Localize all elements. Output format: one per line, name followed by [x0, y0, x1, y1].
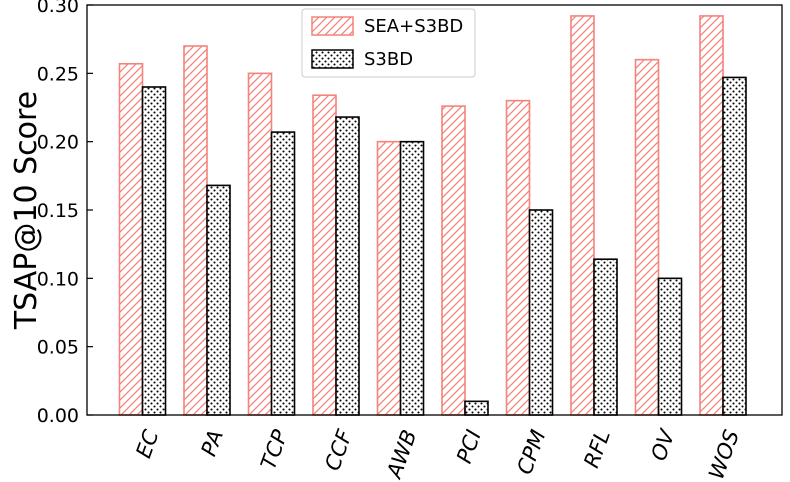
y-axis-title: TSAP@10 Score — [9, 91, 44, 330]
bar-s3bd-pci — [464, 400, 489, 416]
legend-label-sea-s3bd: SEA+S3BD — [364, 16, 463, 37]
bar-sea-s3bd-ec — [118, 62, 144, 416]
bar-sea-s3bd-pci — [441, 105, 466, 416]
legend-label-s3bd: S3BD — [364, 49, 413, 70]
x-tick-label-wos: WOS — [704, 427, 744, 482]
bar-s3bd-pa — [206, 184, 231, 416]
legend: SEA+S3BD S3BD — [301, 8, 476, 78]
bar-sea-s3bd-awb — [376, 140, 402, 416]
x-tick-label-pa: PA — [197, 427, 228, 460]
x-tick-label-ov: OV — [646, 425, 680, 464]
y-tick-label: 0.05 — [37, 337, 79, 359]
x-tick-label-cpm: CPM — [512, 427, 550, 478]
bar-s3bd-wos — [722, 76, 747, 416]
y-tick-label: 0.20 — [37, 132, 79, 154]
y-tick-label: 0.15 — [37, 200, 79, 222]
bar-s3bd-cpm — [528, 209, 554, 416]
y-axis-ticks: 0.00 0.05 0.10 0.15 0.20 0.25 0.30 — [37, 0, 93, 427]
x-axis-ticks: EC PA TCP CCF AWB PCI CPM RFL OV WOS — [131, 409, 744, 482]
y-tick-label: 0.00 — [37, 405, 79, 427]
legend-swatch-s3bd — [311, 49, 354, 69]
bar-sea-s3bd-rfl — [570, 15, 595, 416]
bar-sea-s3bd-wos — [699, 15, 724, 416]
bar-sea-s3bd-ccf — [312, 94, 337, 416]
x-tick-label-ccf: CCF — [320, 426, 357, 474]
plot-frame — [86, 4, 783, 416]
bar-sea-s3bd-ov — [634, 58, 660, 416]
bar-s3bd-ccf — [335, 116, 360, 416]
bars-group — [118, 15, 747, 416]
bar-s3bd-ec — [141, 86, 167, 416]
x-tick-label-pci: PCI — [452, 427, 486, 467]
x-tick-label-ec: EC — [131, 426, 163, 461]
bar-s3bd-ov — [657, 277, 683, 416]
y-tick-label: 0.30 — [37, 0, 79, 17]
y-tick-label: 0.25 — [37, 63, 79, 85]
bar-s3bd-rfl — [593, 258, 618, 416]
bar-sea-s3bd-tcp — [247, 72, 273, 416]
x-tick-label-tcp: TCP — [256, 426, 292, 472]
x-tick-label-rfl: RFL — [579, 427, 615, 471]
bar-sea-s3bd-cpm — [505, 99, 531, 416]
x-tick-label-awb: AWB — [381, 427, 421, 482]
bar-sea-s3bd-pa — [183, 45, 208, 416]
legend-swatch-sea-s3bd — [311, 16, 354, 36]
bar-s3bd-awb — [399, 140, 425, 416]
bar-s3bd-tcp — [270, 131, 296, 416]
y-tick-label: 0.10 — [37, 268, 79, 290]
